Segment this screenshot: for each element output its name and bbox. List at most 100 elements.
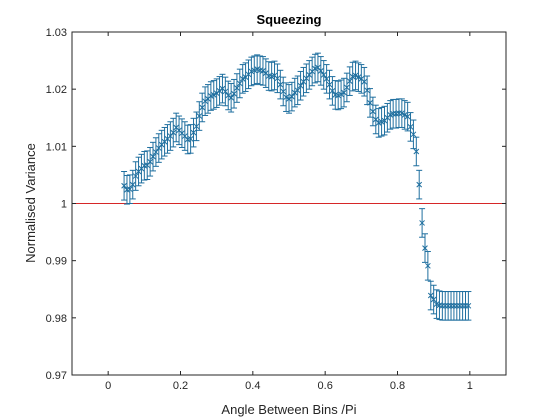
x-tick-label: 0.8	[390, 380, 405, 392]
chart-title: Squeezing	[256, 12, 321, 27]
marker-x-b	[323, 76, 330, 82]
marker-x-b	[425, 262, 431, 269]
data-point	[367, 88, 374, 118]
data-point	[251, 55, 258, 86]
data-point	[320, 60, 327, 90]
data-point	[421, 233, 428, 263]
x-tick-label: 0	[105, 380, 111, 392]
data-point	[410, 119, 417, 150]
y-axis-label: Normalised Variance	[23, 143, 38, 263]
data-point	[213, 78, 220, 108]
marker-x-b	[326, 81, 333, 88]
marker-x-b	[320, 72, 327, 78]
data-point	[361, 66, 368, 97]
data-series	[121, 52, 472, 321]
data-point	[338, 79, 345, 110]
x-tick-label: 1	[467, 380, 473, 392]
marker-x-b	[370, 108, 376, 115]
data-point	[187, 124, 194, 154]
data-point	[358, 64, 365, 94]
marker-x-b	[361, 78, 368, 85]
data-point	[288, 81, 295, 112]
marker-x-b	[294, 87, 301, 94]
marker-x-b	[265, 73, 272, 79]
data-point	[152, 137, 159, 167]
data-point	[323, 64, 330, 94]
data-point	[355, 62, 362, 92]
data-point	[239, 64, 246, 94]
marker-x-b	[433, 301, 440, 307]
marker-x-b	[170, 129, 177, 136]
marker-x-b	[219, 85, 226, 92]
y-tick-label: 1	[61, 199, 67, 211]
data-point	[121, 170, 128, 201]
marker-x-b	[346, 78, 353, 85]
data-point	[132, 161, 139, 191]
marker-x-b	[352, 72, 359, 79]
marker-x-b	[338, 91, 344, 98]
y-tick-label: 1.01	[46, 141, 67, 153]
marker-x-b	[289, 93, 295, 100]
data-point	[123, 174, 130, 205]
data-point	[248, 56, 255, 87]
marker-x-b	[199, 104, 206, 111]
data-point	[228, 82, 235, 113]
marker-x-b	[274, 75, 281, 82]
y-tick-label: 0.98	[46, 313, 67, 325]
y-tick-label: 0.99	[46, 256, 67, 268]
marker-x-b	[315, 64, 321, 71]
marker-x-b	[193, 123, 200, 130]
marker-x-b	[153, 149, 159, 155]
marker-x-b	[260, 68, 266, 74]
data-point	[407, 112, 414, 142]
marker-x-b	[317, 68, 324, 74]
data-point	[416, 169, 423, 200]
y-tick-label: 1.03	[46, 27, 67, 39]
marker-x-b	[280, 88, 287, 95]
data-point	[129, 169, 136, 200]
marker-x-b	[150, 153, 156, 160]
marker-x-b	[225, 92, 232, 99]
data-point	[204, 84, 211, 114]
marker-x-b	[236, 80, 243, 87]
x-tick-label: 0.2	[173, 380, 188, 392]
marker-x-b	[341, 89, 347, 96]
data-point	[424, 251, 431, 281]
data-point	[283, 82, 290, 112]
marker-x-b	[231, 90, 237, 97]
data-point	[427, 280, 434, 311]
marker-x-b	[239, 76, 246, 82]
data-point	[465, 291, 472, 321]
y-tick-label: 1.02	[46, 84, 67, 96]
marker-x-b	[121, 182, 127, 189]
marker-x-b	[254, 66, 261, 73]
data-point	[245, 59, 252, 90]
marker-x-b	[127, 186, 133, 193]
data-point	[280, 76, 287, 107]
series-0	[121, 52, 472, 321]
marker-x-b	[329, 88, 336, 94]
data-point	[274, 63, 281, 94]
marker-x-b	[196, 113, 203, 119]
marker-x-b	[465, 302, 472, 309]
data-point	[404, 101, 411, 132]
data-point	[184, 124, 191, 155]
marker-x-b	[419, 220, 425, 226]
marker-x-b	[179, 130, 185, 137]
data-point	[384, 102, 391, 133]
data-point	[196, 101, 203, 131]
data-point	[413, 136, 420, 167]
marker-x-b	[430, 296, 437, 303]
data-point	[190, 117, 197, 148]
marker-x-b	[277, 81, 284, 88]
marker-x-b	[181, 133, 188, 139]
data-point	[309, 56, 316, 87]
marker-x-b	[344, 84, 350, 91]
data-point	[231, 78, 238, 109]
marker-x-b	[436, 302, 443, 309]
marker-x-b	[410, 131, 417, 138]
data-point	[401, 100, 408, 130]
marker-x-b	[190, 129, 197, 136]
data-point	[419, 208, 426, 238]
